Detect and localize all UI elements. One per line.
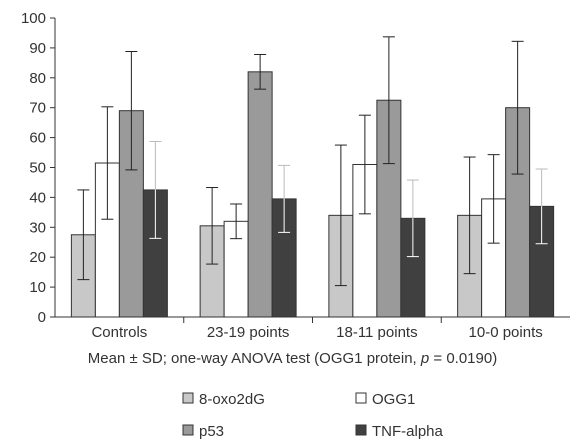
x-category-label: 23-19 points (207, 324, 290, 341)
legend-swatch (182, 424, 194, 436)
x-axis-label-p: p (420, 350, 429, 367)
x-axis-categories: Controls 23-19 points 18-11 points 10-0 poi… (91, 317, 543, 341)
legend-swatch (182, 392, 194, 404)
y-tick-label: 90 (29, 40, 46, 57)
legend-label: TNF-alpha (372, 423, 444, 440)
x-axis-label-suffix: = 0.0190) (429, 350, 497, 367)
y-tick-label: 60 (29, 130, 46, 147)
y-tick-label: 0 (38, 309, 46, 326)
y-tick-label: 50 (29, 160, 46, 177)
bar (247, 71, 273, 318)
bar (142, 189, 168, 318)
legend-label: 8-oxo2dG (199, 391, 265, 408)
chart-error-bars (77, 36, 548, 287)
x-category-label: 18-11 points (336, 324, 417, 341)
x-category-label: 10-0 points (469, 324, 543, 341)
y-tick-label: 20 (29, 249, 46, 266)
y-tick-label: 10 (29, 279, 46, 296)
legend: 8-oxo2dG OGG1 p53 TNF-alpha (182, 391, 444, 440)
legend-label: p53 (199, 423, 224, 440)
x-axis-label-prefix: Mean ± SD; one-way ANOVA test (OGG1 prot… (88, 350, 421, 367)
x-axis-label: Mean ± SD; one-way ANOVA test (OGG1 prot… (88, 350, 497, 367)
x-category-label: Controls (91, 324, 147, 341)
legend-label: OGG1 (372, 391, 415, 408)
y-tick-label: 40 (29, 189, 46, 206)
y-tick-label: 70 (29, 100, 46, 117)
y-tick-label: 80 (29, 70, 46, 87)
y-axis-ticks: 0 10 20 30 40 50 60 70 80 90 100 (21, 10, 55, 326)
legend-swatch (355, 424, 367, 436)
legend-swatch (355, 392, 367, 404)
y-tick-label: 100 (21, 10, 46, 27)
chart-bars (70, 71, 555, 318)
y-tick-label: 30 (29, 219, 46, 236)
